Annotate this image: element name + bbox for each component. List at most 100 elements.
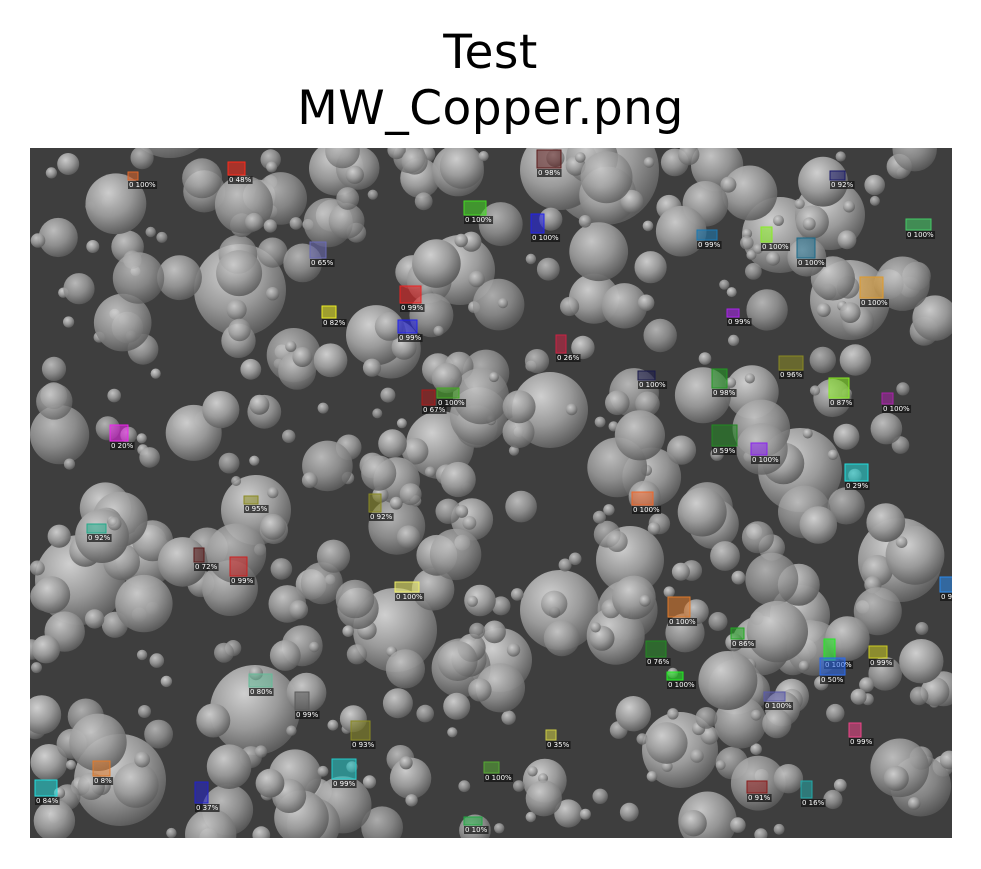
- particle: [745, 263, 762, 280]
- detection: 0 20%: [109, 424, 135, 450]
- detection-label-bg: [310, 259, 335, 267]
- detection: 0 98%: [711, 368, 737, 397]
- detection-label-bg: [667, 681, 697, 689]
- particle: [720, 176, 737, 193]
- particle: [643, 157, 655, 168]
- particle: [773, 215, 784, 226]
- detection-label: 0 29%: [846, 482, 869, 490]
- particle: [590, 622, 601, 633]
- detection: 0 96%: [778, 355, 804, 379]
- particle: [578, 215, 592, 228]
- particle: [47, 524, 71, 548]
- particle: [182, 158, 223, 199]
- particle: [361, 455, 397, 491]
- particle: [156, 231, 168, 243]
- particle: [30, 695, 62, 735]
- detection-label-bg: [646, 658, 671, 666]
- particle: [883, 765, 909, 791]
- particle: [267, 487, 279, 499]
- detection-mask: [868, 645, 888, 659]
- detection-label: 0 92%: [88, 534, 111, 542]
- particle: [502, 416, 535, 449]
- particle: [541, 590, 568, 617]
- particle: [216, 250, 263, 297]
- particle: [138, 705, 151, 718]
- particle: [866, 503, 906, 542]
- particle: [502, 390, 536, 424]
- particle: [575, 152, 586, 163]
- particle: [458, 780, 471, 793]
- detection-mask: [399, 285, 422, 304]
- particle: [510, 588, 524, 601]
- detection-label: 0 100%: [765, 702, 792, 710]
- detection-label: 0 100%: [438, 399, 465, 407]
- particle: [63, 458, 76, 470]
- particle: [731, 570, 746, 585]
- detection-label-bg: [464, 826, 489, 834]
- detection-mask: [666, 671, 684, 681]
- detection-mask: [368, 493, 382, 513]
- detection-label-bg: [351, 741, 376, 749]
- detection-label: 0 99%: [231, 577, 254, 585]
- particle: [431, 363, 462, 394]
- detection-label: 0 100%: [752, 456, 779, 464]
- detection-label-bg: [869, 659, 894, 667]
- particle: [827, 449, 839, 460]
- particle: [478, 151, 489, 162]
- particle: [859, 677, 875, 693]
- detection: 0 99%: [397, 319, 423, 342]
- particle: [524, 349, 550, 374]
- detection-mask: [545, 729, 557, 741]
- detection-label-bg: [249, 688, 274, 696]
- detection-label: 0 98%: [538, 169, 561, 177]
- particle: [825, 616, 870, 661]
- particle: [899, 639, 944, 684]
- detection: 0 87%: [828, 377, 854, 407]
- detection-label: 0 99%: [333, 780, 356, 788]
- detection-mask: [229, 556, 248, 577]
- detection: 0 100%: [905, 218, 936, 239]
- detection-label-bg: [731, 640, 756, 648]
- particle: [620, 189, 644, 213]
- detection: 0 100%: [631, 491, 662, 514]
- particle: [843, 200, 855, 213]
- detection-mask: [667, 596, 691, 618]
- particle: [30, 405, 90, 465]
- particle: [892, 148, 937, 172]
- detection: 0 16%: [800, 780, 826, 807]
- particle: [469, 622, 486, 639]
- particle: [505, 490, 537, 523]
- detection: 0 26%: [555, 334, 581, 362]
- particle: [466, 595, 478, 607]
- detection-label-bg: [801, 799, 826, 807]
- particle: [746, 250, 757, 260]
- particle: [483, 620, 506, 644]
- detection-label: 0 100%: [396, 593, 423, 601]
- particle: [525, 253, 537, 265]
- particle: [447, 727, 458, 738]
- micrograph-canvas: 0 100% 0 48% 0 98% 0 92% 0 100% 0 100% 0 99% 0 …: [30, 148, 952, 838]
- detection-label-bg: [195, 804, 220, 812]
- particle: [525, 780, 562, 817]
- particle: [615, 696, 651, 732]
- figure-title-line-2: MW_Copper.png: [297, 81, 684, 136]
- detection-mask: [637, 370, 656, 381]
- detection-label: 0 99%: [870, 659, 893, 667]
- particle: [816, 303, 831, 317]
- particle: [257, 237, 288, 268]
- detection: 0 48%: [227, 161, 253, 184]
- particle: [606, 530, 628, 552]
- particle: [508, 445, 520, 456]
- detection-mask: [823, 638, 836, 661]
- particle: [130, 148, 154, 170]
- particle: [802, 428, 813, 439]
- detection-label: 0 59%: [713, 447, 736, 455]
- particle: [372, 408, 383, 419]
- particle: [113, 762, 159, 808]
- particle: [698, 651, 758, 710]
- particle: [401, 437, 429, 465]
- particle: [196, 703, 231, 738]
- detection: 0 65%: [309, 241, 335, 267]
- detection-mask: [746, 780, 768, 794]
- detection-mask: [844, 463, 869, 482]
